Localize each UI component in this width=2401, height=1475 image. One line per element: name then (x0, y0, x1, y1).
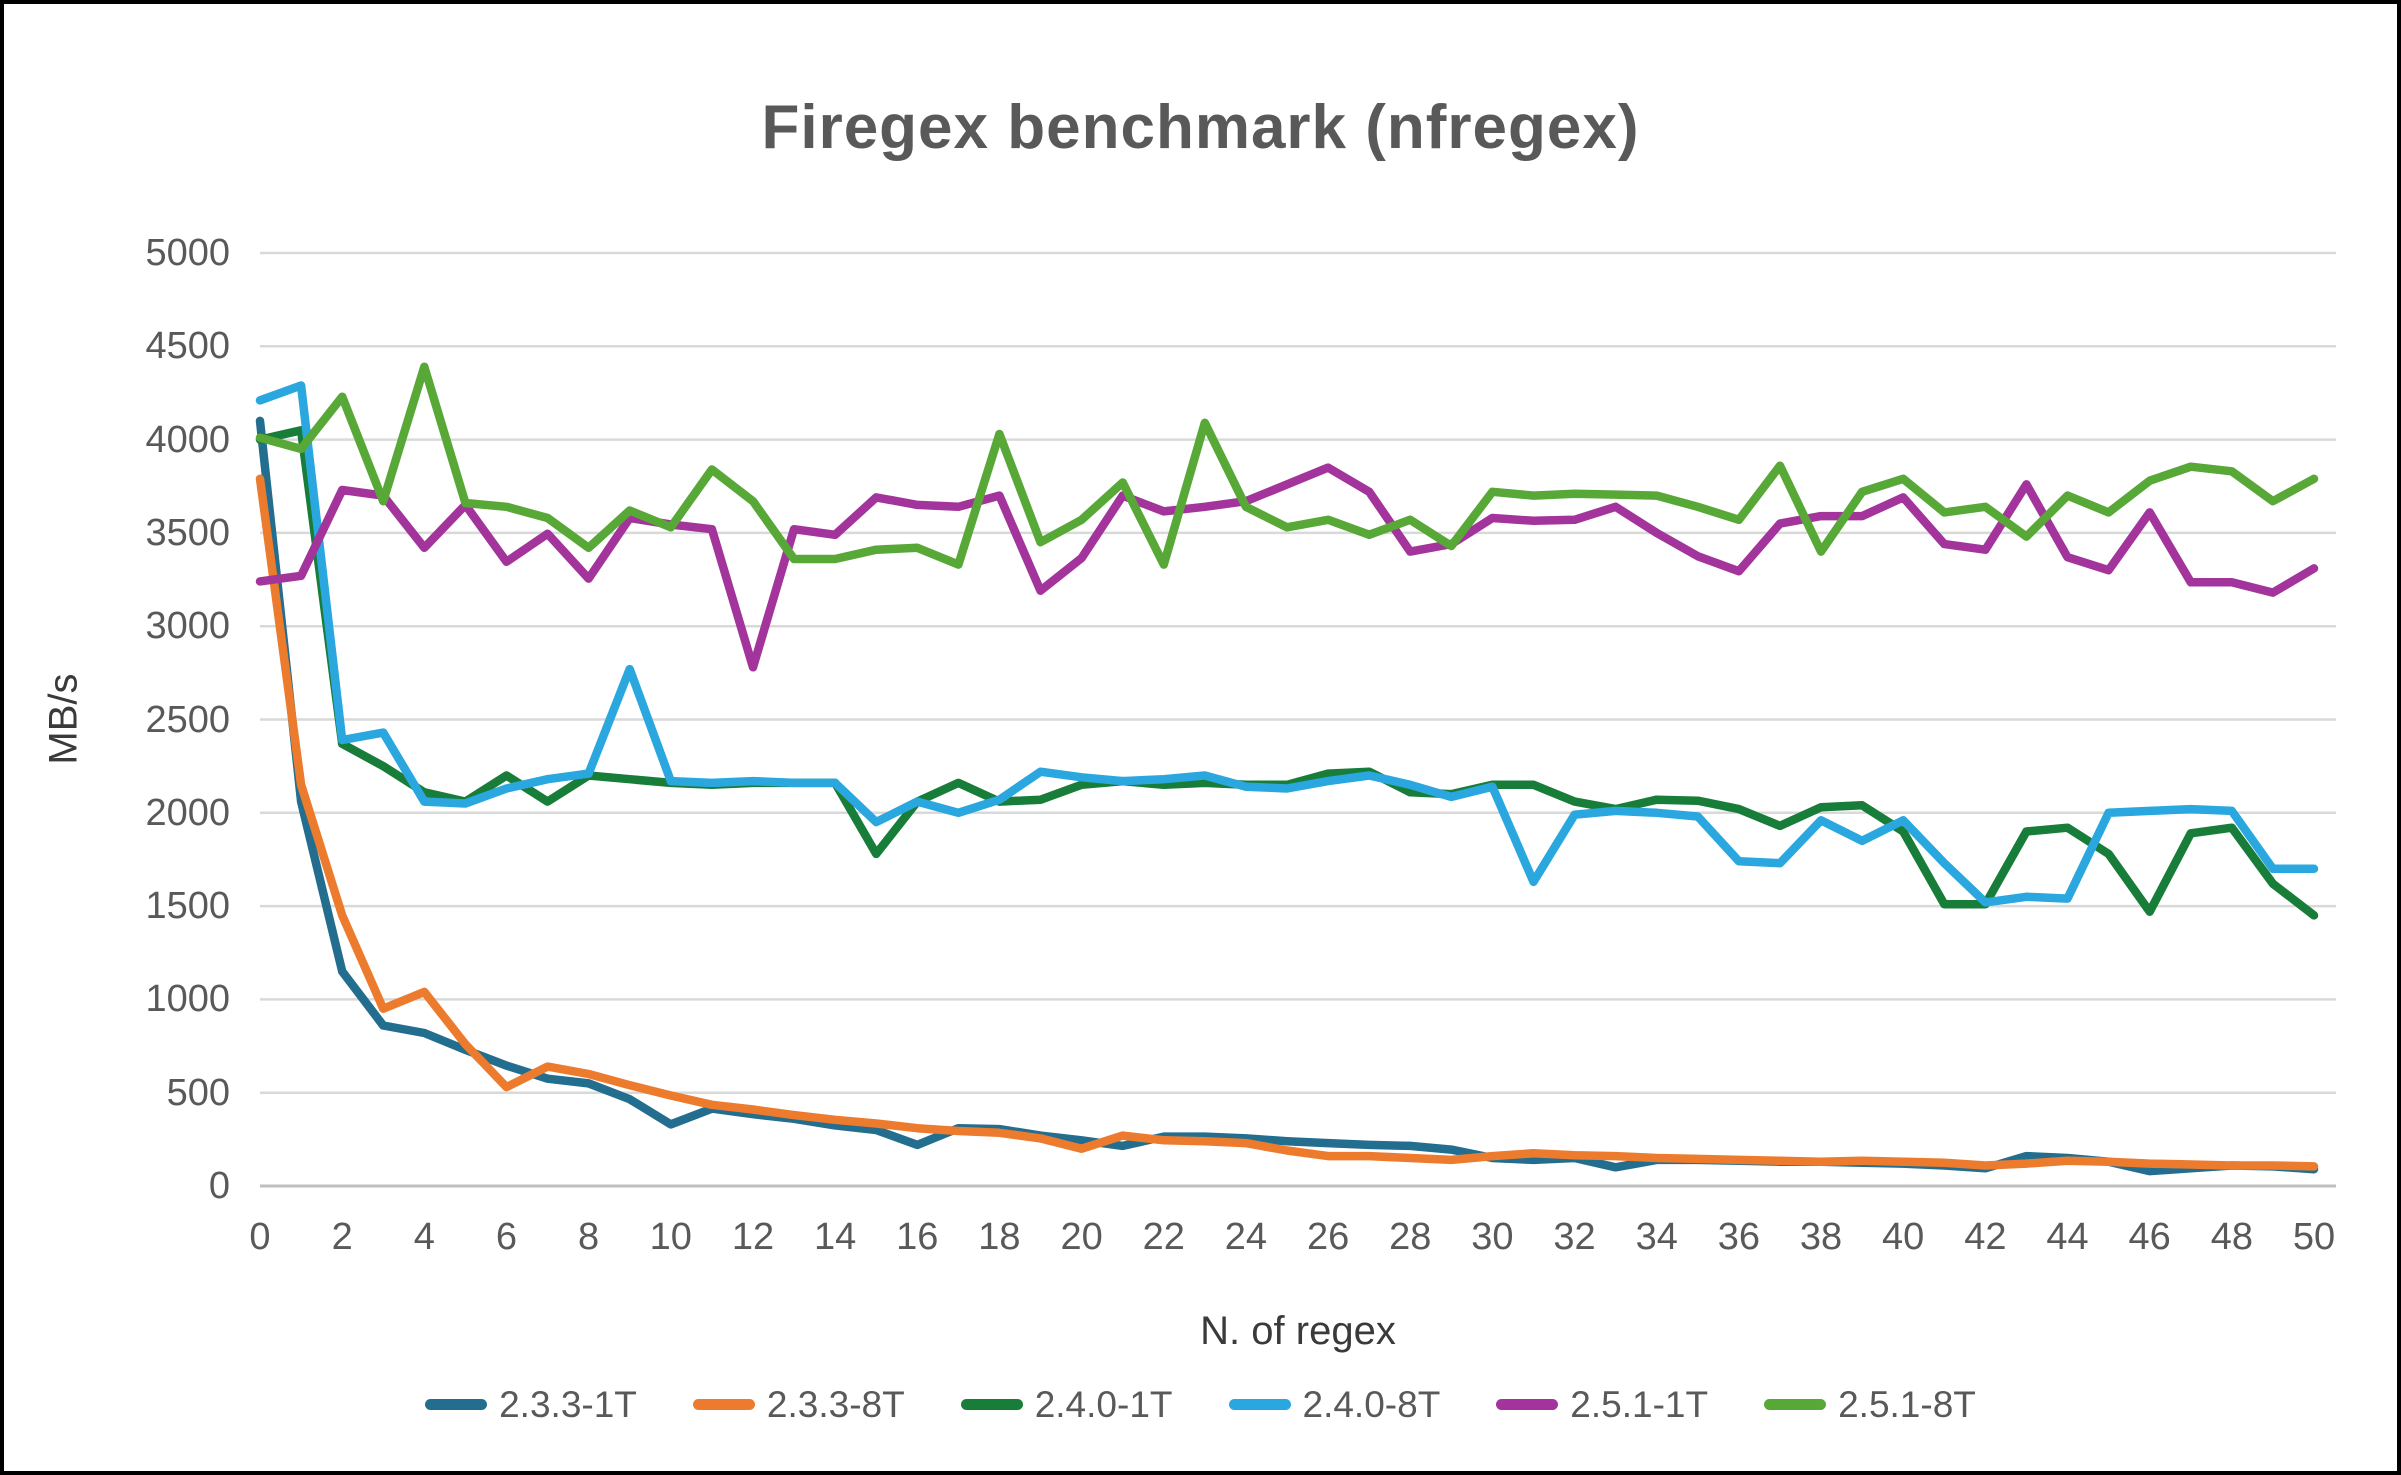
x-tick-label-10: 10 (649, 1216, 692, 1258)
x-tick-label-38: 38 (1799, 1216, 1843, 1258)
x-tick-label-34: 34 (1635, 1216, 1678, 1258)
x-tick-label-42: 42 (1964, 1216, 2007, 1258)
legend-item-2.4.0-1T: 2.4.0-1T (960, 1384, 1173, 1425)
y-axis-tick-labels: 0 500 1000 1500 2000 2500 3000 3500 4000 4500 5000 (4, 234, 230, 1205)
y-tick-label-3000: 3000 (145, 605, 230, 648)
x-tick-label-26: 26 (1306, 1216, 1350, 1258)
y-tick-label-4500: 4500 (145, 325, 230, 368)
y-tick-label-1500: 1500 (145, 885, 230, 928)
legend-swatch-2.5.1-8T (1764, 1399, 1827, 1410)
x-tick-label-14: 14 (813, 1216, 857, 1258)
legend-item-2.5.1-1T: 2.5.1-1T (1496, 1386, 1708, 1423)
y-tick-label-3500: 3500 (145, 511, 230, 554)
x-tick-label-2: 2 (331, 1216, 353, 1258)
x-tick-label-40: 40 (1882, 1216, 1925, 1258)
x-tick-label-16: 16 (896, 1216, 939, 1258)
x-tick-label-0: 0 (249, 1216, 271, 1258)
y-tick-label-1000: 1000 (145, 978, 230, 1021)
y-tick-label-4000: 4000 (145, 418, 230, 461)
x-tick-label-8: 8 (578, 1216, 600, 1258)
y-tick-label-2500: 2500 (145, 698, 230, 741)
legend-label-2.5.1-1T: 2.5.1-1T (1570, 1384, 1709, 1425)
legend-item-2.4.0-8T: 2.4.0-8T (1228, 1384, 1441, 1425)
x-tick-label-36: 36 (1717, 1216, 1761, 1258)
legend-swatch-2.3.3-1T (425, 1399, 488, 1410)
y-tick-label-500: 500 (166, 1071, 230, 1114)
chart-title: Firegex benchmark (nfregex) (761, 93, 1640, 162)
legend-swatch-2.4.0-8T (1228, 1399, 1291, 1410)
series-line-2.4.0-1T (255, 426, 2319, 920)
legend-swatch-2.5.1-1T (1496, 1399, 1559, 1410)
series-line-2.5.1-1T (255, 463, 2319, 672)
line-chart (255, 251, 2336, 1188)
x-tick-label-48: 48 (2210, 1216, 2253, 1258)
x-tick-label-12: 12 (731, 1216, 775, 1258)
x-tick-label-18: 18 (978, 1216, 1021, 1258)
x-tick-label-44: 44 (2046, 1216, 2089, 1258)
legend-swatch-2.3.3-8T (692, 1399, 755, 1410)
x-tick-label-22: 22 (1142, 1216, 1185, 1258)
y-tick-label-5000: 5000 (145, 232, 230, 274)
legend-label-2.3.3-8T: 2.3.3-8T (766, 1384, 905, 1425)
x-tick-label-32: 32 (1553, 1216, 1596, 1258)
legend-label-2.5.1-8T: 2.5.1-8T (1838, 1384, 1976, 1425)
x-tick-label-4: 4 (413, 1216, 435, 1258)
plot-area (255, 251, 2336, 1188)
x-tick-label-20: 20 (1060, 1216, 1103, 1258)
legend-item-2.3.3-8T: 2.3.3-8T (692, 1384, 905, 1425)
legend-item-2.5.1-8T: 2.5.1-8T (1764, 1386, 1976, 1423)
x-tick-label-30: 30 (1471, 1216, 1514, 1258)
x-tick-label-46: 46 (2128, 1216, 2171, 1258)
x-tick-label-28: 28 (1389, 1216, 1432, 1258)
legend-item-2.3.3-1T: 2.3.3-1T (425, 1386, 637, 1423)
series-line-2.5.1-8T (255, 362, 2319, 569)
legend-label-2.4.0-1T: 2.4.0-1T (1034, 1384, 1173, 1425)
series-line-2.3.3-8T (255, 474, 2319, 1171)
x-axis-title: N. of regex (1200, 1309, 1396, 1353)
series-line-2.4.0-8T (255, 381, 2319, 907)
y-tick-label-0: 0 (208, 1165, 230, 1207)
legend-label-2.4.0-8T: 2.4.0-8T (1302, 1384, 1441, 1425)
legend-swatch-2.4.0-1T (960, 1399, 1023, 1410)
x-tick-label-50: 50 (2292, 1216, 2336, 1258)
x-tick-label-24: 24 (1224, 1216, 1268, 1258)
x-tick-label-6: 6 (495, 1216, 518, 1258)
chart-legend: 2.3.3-1T 2.3.3-8T 2.4.0-1T 2.4.0-8T 2.5.1-1T… (4, 1386, 2397, 1423)
y-tick-label-2000: 2000 (145, 791, 230, 834)
x-axis-tick-labels: 0 2 4 6 8 10 12 14 16 18 20 22 24 26 28 30 32 34 36 38 40 42 4… (249, 1216, 2336, 1266)
legend-label-2.3.3-1T: 2.3.3-1T (499, 1384, 637, 1425)
